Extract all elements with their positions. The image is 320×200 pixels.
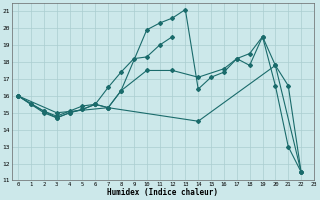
- X-axis label: Humidex (Indice chaleur): Humidex (Indice chaleur): [107, 188, 218, 197]
